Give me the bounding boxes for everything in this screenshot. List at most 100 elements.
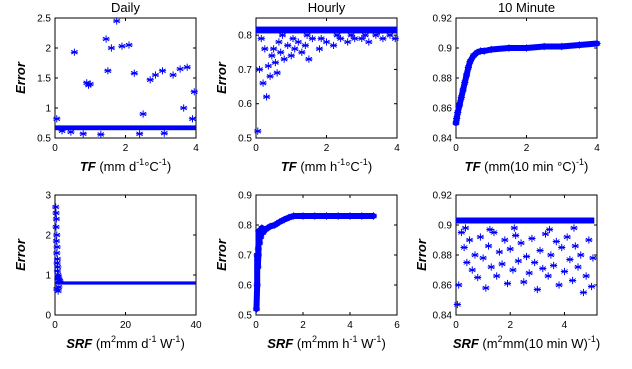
y-tick-label: 1 [45,271,51,282]
data-point [466,57,474,66]
data-point [470,51,478,60]
dense-marker-band [456,217,595,224]
data-point [361,31,369,39]
data-point [593,39,601,48]
y-tick-label: 0.9 [438,221,452,232]
data-point [125,41,133,49]
data-point [375,28,383,36]
data-point [53,115,61,123]
data-point [457,93,465,102]
plot-frame [255,17,398,139]
data-point [146,76,154,84]
x-tick-label: 0 [253,143,259,154]
x-axis-label: SRF (m2mm d-1 W-1) [66,334,185,351]
data-point [139,110,147,118]
data-point [571,242,579,250]
data-point [52,237,61,245]
chart-title: Daily [111,0,140,15]
data-point [528,234,536,243]
data-point [476,233,485,241]
data-point [257,34,265,43]
data-point [512,231,520,240]
data-point [53,267,62,275]
data-point [97,130,105,138]
data-point [541,230,550,238]
chart-title: Hourly [308,0,346,15]
y-tick-label: 0.5 [238,311,252,322]
data-point [52,203,60,211]
data-point [344,38,352,46]
data-point [83,79,91,87]
data-point [539,264,547,273]
data-point [275,38,283,46]
data-point [271,221,279,229]
data-point [493,272,501,280]
data-point [550,261,558,270]
data-point [582,272,590,280]
data-point [468,266,476,274]
y-tick-label: 0.86 [433,281,453,292]
data-point [453,300,461,309]
data-point [347,31,355,39]
data-point [461,78,469,87]
data-point [190,88,198,96]
data-point [53,259,61,267]
data-point [486,225,494,234]
data-point [503,279,512,288]
y-tick-label: 0.5 [37,134,51,145]
panel-tenmin-srf: 0 2 4 0.84 0.86 0.88 0.9 0.92 Error SRF (m2mm(10 … [414,191,600,352]
y-axis-label: Error [414,238,429,271]
data-point [555,281,563,289]
data-point [358,212,366,220]
data-point [257,233,265,241]
data-point [188,115,197,123]
data-point [365,38,373,46]
data-point [574,263,582,271]
data-point [369,212,378,220]
y-axis-label: Error [214,238,229,271]
y-axis-label: Error [13,61,28,94]
data-point [570,224,578,232]
data-point [484,242,493,250]
data-point [471,251,479,259]
data-point [465,236,474,244]
data-point [52,209,60,217]
data-point [271,58,279,67]
data-point [104,67,112,75]
data-point [180,104,188,112]
data-point [585,236,593,244]
data-point [464,63,472,72]
data-point [522,44,531,52]
x-tick-label: 0 [52,143,58,154]
data-point [278,31,287,39]
data-point [461,224,470,232]
data-point [52,223,60,231]
data-point [53,249,61,257]
y-tick-label: 0.7 [238,251,252,262]
data-point [53,285,61,293]
data-point [294,38,302,46]
data-point [505,44,513,52]
data-point [255,227,263,235]
data-point [536,246,544,255]
data-point [479,254,487,262]
data-point [255,65,264,74]
y-axis-label: Error [214,61,229,94]
data-point [53,231,61,239]
data-point [285,213,293,222]
y-tick-label: 0.84 [433,311,453,322]
data-point [160,129,168,137]
data-point [509,266,517,274]
data-point [259,79,267,87]
data-point [459,86,467,94]
data-point [510,224,518,232]
data-point [308,34,316,43]
data-point [452,119,460,127]
data-point [169,71,177,79]
data-point [58,127,66,135]
data-point [482,284,490,292]
data-point [473,48,481,57]
y-tick-label: 0.6 [238,281,252,292]
data-point [289,34,297,43]
